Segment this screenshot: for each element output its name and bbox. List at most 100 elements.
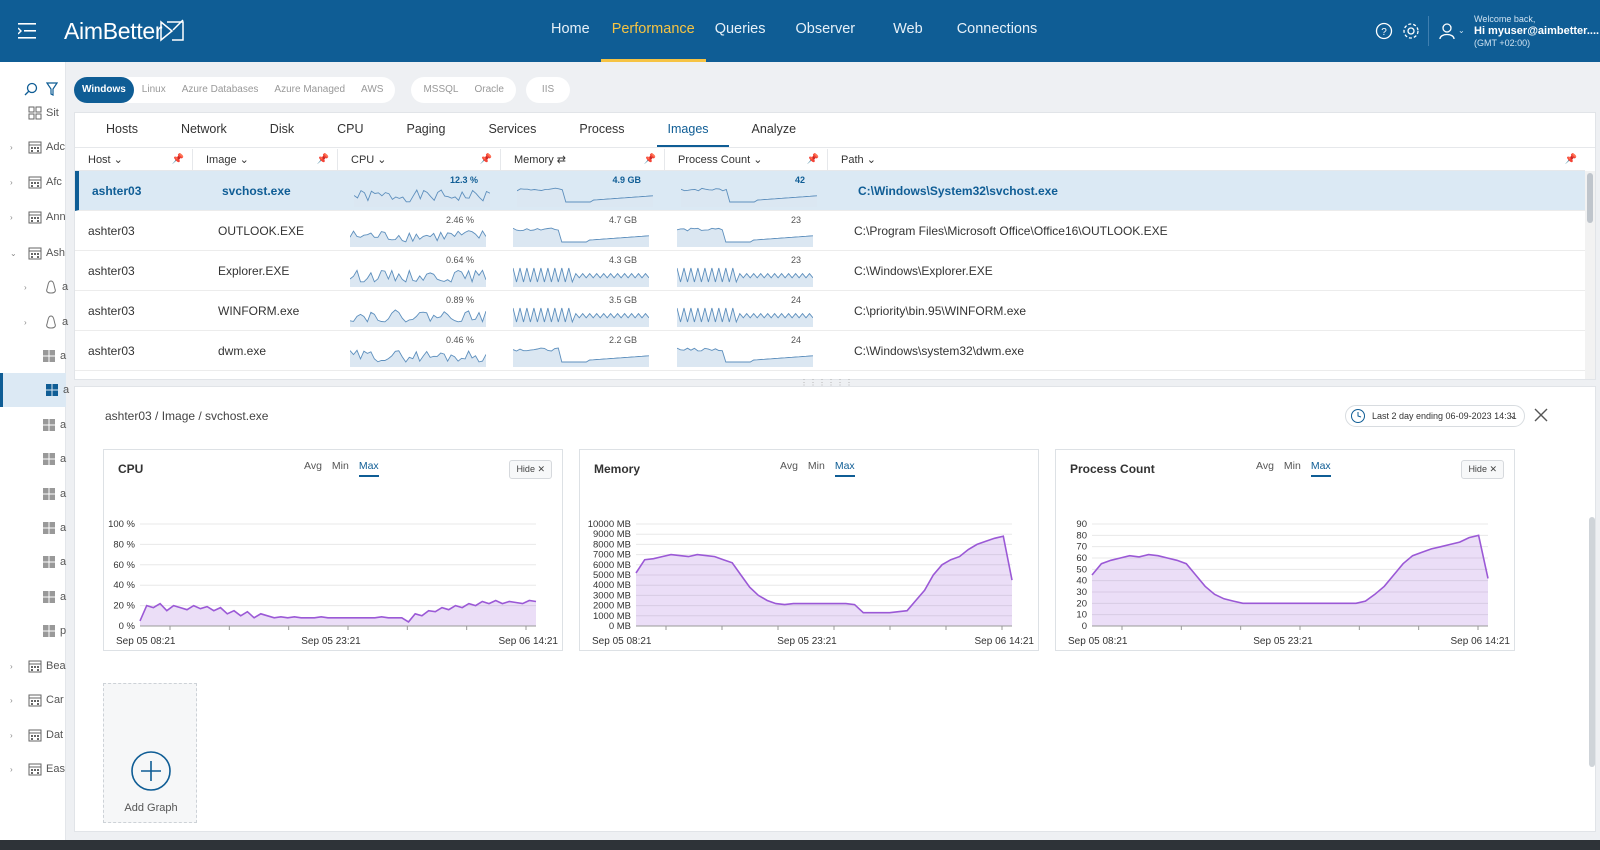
tab-process[interactable]: Process [579,122,625,136]
sidebar-item[interactable]: › Bea [0,649,66,683]
table-row[interactable]: ashter03 OUTLOOK.EXE 2.46 % 4.7 GB 23 C:\Prog… [75,211,1585,251]
col-process-count[interactable]: Process Count ⌄ 📌 [665,149,828,171]
help-icon[interactable]: ? [1375,22,1393,40]
sidebar-item[interactable]: › a [0,270,68,304]
sidebar-item[interactable]: › Car [0,683,66,717]
col-memory[interactable]: Memory ⇄ 📌 [501,149,665,171]
user-chevron-icon[interactable]: ⌄ [1458,26,1465,35]
pin-icon[interactable]: 📌 [171,154,184,165]
col-path[interactable]: Path ⌄ 📌 [828,149,1585,171]
pin-icon[interactable]: 📌 [1564,154,1577,165]
sidebar-item[interactable]: ⌄ Ash [0,236,66,270]
expand-caret-icon[interactable]: › [10,142,13,152]
table-row[interactable]: ashter03 Explorer.EXE 0.64 % 4.3 GB 23 C:\Win… [75,251,1585,291]
nav-web[interactable]: Web [893,21,923,37]
sidebar-item[interactable]: › Dat [0,718,66,752]
series-line[interactable] [635,535,1013,614]
filter-windows[interactable]: Windows [74,77,134,103]
sidebar-item[interactable]: › Afc [0,165,66,199]
sidebar-item[interactable]: a [0,580,66,614]
mode-min[interactable]: Min [1283,460,1301,472]
tab-images[interactable]: Images [656,113,729,147]
col-host[interactable]: Host ⌄ 📌 [75,149,193,171]
expand-caret-icon[interactable]: › [24,282,27,292]
expand-caret-icon[interactable]: › [10,177,13,187]
details-scrollbar[interactable] [1589,517,1595,767]
sidebar-item[interactable]: a [0,339,66,373]
sidebar-item[interactable]: Sit [0,96,66,130]
mode-max[interactable]: Max [1310,460,1331,477]
sidebar-item[interactable]: › Adc [0,130,66,164]
expand-caret-icon[interactable]: › [10,695,13,705]
close-icon[interactable] [1533,407,1549,423]
expand-caret-icon[interactable]: › [24,317,27,327]
welcome-block[interactable]: Welcome back, Hi myuser@aimbetter.... (G… [1474,13,1599,49]
pin-icon[interactable]: 📌 [806,154,819,165]
mode-max[interactable]: Max [358,460,379,477]
hide-graph-button[interactable]: Hide ✕ [509,460,552,479]
sidebar-item[interactable]: a [0,477,66,511]
mode-min[interactable]: Min [807,460,825,472]
tab-disk[interactable]: Disk [269,122,295,136]
logo[interactable]: AimBetter [64,18,163,44]
series-line[interactable] [139,599,537,623]
expand-caret-icon[interactable]: ⌄ [10,248,17,258]
filter-mssql[interactable]: MSSQL [423,84,459,95]
pin-icon[interactable]: 📌 [643,154,656,165]
filter-iis[interactable]: IIS [541,84,555,95]
filter-aws[interactable]: AWS [361,84,384,95]
resize-handle[interactable]: ⋮⋮⋮⋮⋮⋮ [800,378,854,387]
sidebar-item[interactable]: a [0,408,66,442]
menu-icon[interactable] [18,22,38,40]
settings-gear-icon[interactable] [1402,22,1420,40]
series-line[interactable] [1091,534,1489,605]
expand-caret-icon[interactable]: › [10,661,13,671]
filter-oracle[interactable]: Oracle [474,84,504,95]
sidebar-item[interactable]: p [0,614,66,648]
time-range-picker[interactable]: Last 2 day ending 06-09-2023 14:31 ⌄ [1345,405,1525,427]
tab-analyze[interactable]: Analyze [751,122,797,136]
nav-queries[interactable]: Queries [714,21,766,37]
tab-hosts[interactable]: Hosts [106,122,138,136]
mode-avg[interactable]: Avg [304,460,322,472]
expand-caret-icon[interactable]: › [10,212,13,222]
filter-azure-databases[interactable]: Azure Databases [181,84,259,95]
tab-network[interactable]: Network [180,122,227,136]
sidebar-item[interactable]: › Eas [0,752,66,786]
nav-home[interactable]: Home [551,21,590,37]
table-row[interactable]: ashter03 svchost.exe 12.3 % 4.9 GB 42 C:\Wind… [75,171,1585,211]
table-row[interactable]: ashter03 WINFORM.exe 0.89 % 3.5 GB 24 C:\prio… [75,291,1585,331]
sidebar-item[interactable]: a [0,373,69,407]
filter-azure-managed[interactable]: Azure Managed [274,84,346,95]
mode-avg[interactable]: Avg [780,460,798,472]
expand-caret-icon[interactable]: › [10,764,13,774]
nav-observer[interactable]: Observer [795,21,856,37]
tab-services[interactable]: Services [488,122,537,136]
pin-icon[interactable]: 📌 [479,154,492,165]
search-icon[interactable] [24,82,38,96]
nav-connections[interactable]: Connections [956,21,1038,37]
hide-graph-button[interactable]: Hide ✕ [1461,460,1504,479]
table-row[interactable]: ashter03 dwm.exe 0.46 % 2.2 GB 24 C:\Windows\… [75,331,1585,371]
filter-icon[interactable] [46,82,58,96]
table-scrollbar[interactable] [1585,171,1595,379]
mode-max[interactable]: Max [834,460,855,477]
nav-performance[interactable]: Performance [600,0,706,62]
user-icon[interactable] [1438,22,1456,40]
sidebar-item[interactable]: a [0,545,66,579]
expand-caret-icon[interactable]: › [10,730,13,740]
tab-cpu[interactable]: CPU [337,122,364,136]
mode-min[interactable]: Min [331,460,349,472]
filter-linux[interactable]: Linux [141,84,166,95]
sidebar-item[interactable]: › Ann [0,200,66,234]
col-image[interactable]: Image ⌄ 📌 [193,149,338,171]
sidebar-item[interactable]: a [0,442,66,476]
sidebar-item[interactable]: a [0,511,66,545]
col-cpu[interactable]: CPU ⌄ 📌 [338,149,501,171]
pin-icon[interactable]: 📌 [316,154,329,165]
sidebar-item[interactable]: › a [0,305,68,339]
add-graph-button[interactable]: Add Graph [103,683,197,823]
mode-avg[interactable]: Avg [1256,460,1274,472]
tab-paging[interactable]: Paging [406,122,446,136]
scrollbar-thumb[interactable] [1587,173,1593,223]
